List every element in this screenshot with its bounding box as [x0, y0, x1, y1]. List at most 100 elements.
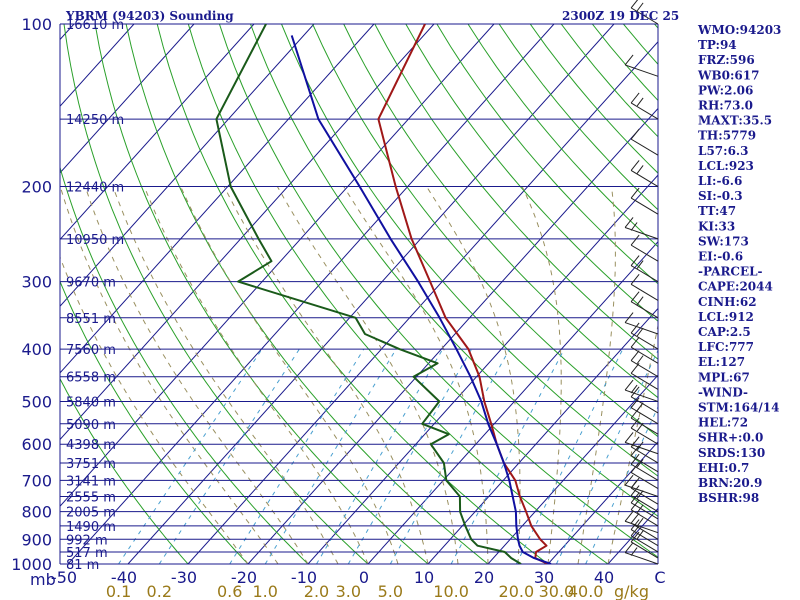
wind-barb-flag: [630, 386, 640, 398]
moist-adiabat-line: [223, 186, 429, 564]
temperature-tick-label: 20: [474, 568, 494, 587]
pressure-unit-label: mb: [30, 570, 56, 589]
wind-barb-flag: [624, 312, 634, 323]
sounding-index-label: -PARCEL-: [698, 265, 763, 279]
wind-barb-flag: [636, 458, 644, 468]
mixing-ratio-tick-label: 0.1: [106, 582, 131, 600]
wind-barb-flag: [630, 547, 638, 556]
parcel-path-line: [290, 35, 552, 564]
pressure-tick-label: 500: [21, 392, 52, 411]
wind-barb-flag: [630, 222, 638, 231]
isotherm-line: [367, 241, 658, 564]
sounding-index-label: CAP:2.5: [698, 325, 751, 339]
wind-barb-staff: [630, 244, 659, 262]
height-label: 4398 m: [66, 438, 116, 453]
sounding-index-label: EHI:0.7: [698, 461, 749, 475]
sounding-index-label: FRZ:596: [698, 53, 755, 67]
wind-barb-staff: [630, 455, 659, 473]
temperature-tick-label: -50: [51, 568, 77, 587]
sounding-index-label: WMO:94203: [697, 23, 781, 37]
height-label: 16610 m: [66, 18, 124, 33]
mixing-ratio-tick-label: 30.0: [539, 582, 575, 600]
temperature-tick-label: -30: [171, 568, 197, 587]
isotherm-line: [60, 24, 375, 374]
wind-barb-flag: [630, 92, 640, 104]
temperature-tick-label: -20: [231, 568, 257, 587]
mixing-ratio-tick-label: 40.0: [568, 582, 604, 600]
dry-adiabat-line: [250, 24, 658, 517]
wind-barb-flag: [630, 445, 640, 457]
sounding-index-label: TT:47: [698, 204, 736, 218]
wind-barb-flag: [630, 462, 640, 473]
wind-barb-staff: [630, 427, 659, 445]
pressure-tick-label: 300: [21, 273, 52, 292]
isotherm-line: [487, 374, 658, 564]
wind-barb-flag: [636, 355, 644, 364]
pressure-tick-label: 900: [21, 530, 52, 549]
isotherm-line: [60, 24, 495, 507]
sounding-index-label: MPL:67: [698, 370, 750, 384]
wind-barb-flag: [636, 2, 644, 12]
height-label: 12440 m: [66, 181, 124, 196]
wind-barb-staff: [630, 332, 659, 350]
wind-barb-staff: [624, 484, 659, 498]
mixing-ratio-tick-label: 20.0: [499, 582, 535, 600]
wind-barb-flag: [630, 322, 640, 334]
sounding-index-label: BRN:20.9: [698, 476, 762, 490]
sounding-index-label: TH:5779: [698, 129, 756, 143]
wind-barb-staff: [630, 495, 659, 513]
station-title: YBRM (94203) Sounding: [65, 9, 234, 23]
height-label: 5840 m: [66, 395, 116, 410]
mixing-ratio-tick-label: 0.2: [147, 582, 172, 600]
wind-barb-flag: [630, 479, 638, 489]
dry-adiabats-layer: [60, 24, 658, 564]
wind-barb-flag: [630, 336, 640, 348]
moist-adiabat-line: [521, 186, 562, 564]
sounding-index-label: L57:6.3: [698, 144, 748, 158]
wind-barb-staff: [624, 389, 659, 402]
wind-barb-staff: [630, 170, 659, 187]
isobars-layer: [59, 23, 659, 565]
wind-barb-flag: [630, 187, 640, 199]
temperature-tick-label: 30: [534, 568, 554, 587]
height-label: 5090 m: [66, 418, 116, 433]
sounding-index-label: PW:2.06: [698, 83, 753, 97]
wind-barb-staff: [630, 197, 659, 215]
sounding-index-label: LFC:777: [698, 340, 754, 354]
wind-barb-flag: [624, 542, 634, 553]
height-label: 1490 m: [66, 520, 116, 535]
sounding-time: 2300Z 19 DEC 25: [562, 9, 679, 23]
pressure-tick-label: 1000: [11, 555, 52, 574]
dry-adiabat-line: [125, 24, 489, 564]
height-label: 14250 m: [66, 113, 124, 128]
dry-adiabat-line: [560, 24, 658, 138]
wind-barb-staff: [624, 441, 659, 455]
wind-barb-staff: [630, 522, 659, 540]
height-label: 3751 m: [66, 457, 116, 472]
isotherm-line: [60, 24, 315, 307]
wind-barb-flag: [624, 432, 634, 443]
mixing-ratio-tick-label: 10.0: [433, 582, 469, 600]
height-label: 8551 m: [66, 312, 116, 327]
wind-barb-staff: [630, 102, 659, 120]
temperature-tick-label: -10: [291, 568, 317, 587]
wind-barb-staff: [630, 535, 659, 553]
temperature-tick-label: 10: [414, 568, 434, 587]
sounding-index-label: SRDS:130: [698, 446, 765, 460]
isotherm-line: [427, 307, 658, 564]
temperature-tick-label: -40: [111, 568, 137, 587]
wind-barb-staff: [630, 472, 659, 490]
sounding-index-label: MAXT:35.5: [698, 114, 772, 128]
sounding-index-label: LCL:923: [698, 159, 754, 173]
wind-barb-flag: [636, 296, 644, 305]
wind-barb-staff: [630, 407, 659, 425]
wind-barb-staff: [630, 487, 659, 505]
pressure-tick-label: 200: [21, 178, 52, 197]
height-label: 2555 m: [66, 491, 116, 506]
wind-barb-staff: [624, 322, 659, 335]
pressure-tick-label: 700: [21, 471, 52, 490]
wind-barb-flag: [630, 291, 640, 302]
dewpoint-profile-line: [215, 24, 522, 564]
pressure-tick-label: 800: [21, 503, 52, 522]
